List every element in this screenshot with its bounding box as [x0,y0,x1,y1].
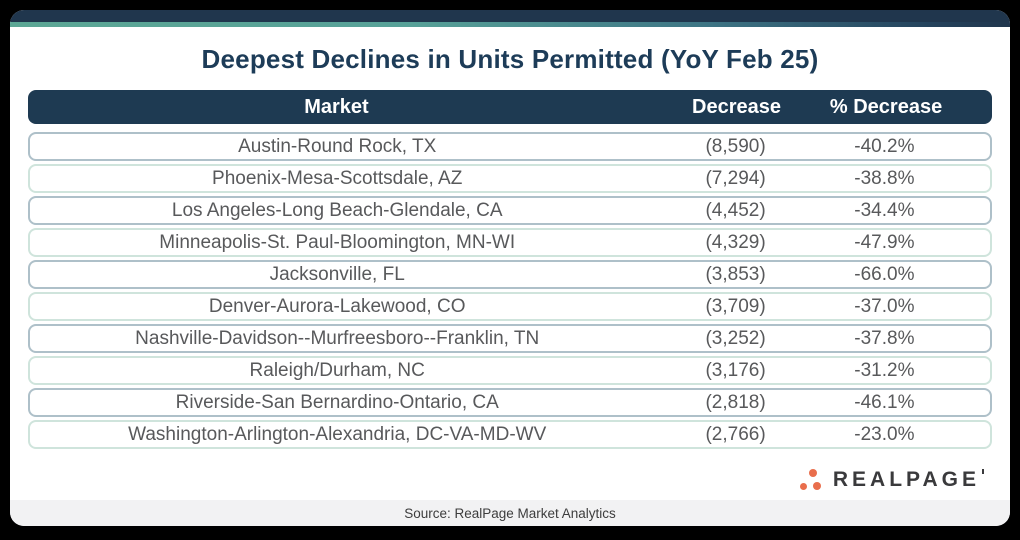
table-row: Denver-Aurora-Lakewood, CO (3,709) -37.0… [28,292,992,321]
pct-decrease-cell: -37.8% [854,327,915,349]
market-cell: Riverside-San Bernardino-Ontario, CA [175,391,499,413]
pct-decrease-cell: -40.2% [854,135,915,157]
source-footer: Source: RealPage Market Analytics [10,500,1010,526]
decrease-cell: (7,294) [705,167,766,189]
column-header-market: Market [304,95,369,118]
trademark-tick [982,469,984,474]
table-row: Riverside-San Bernardino-Ontario, CA (2,… [28,388,992,417]
market-cell: Austin-Round Rock, TX [238,135,437,157]
market-cell: Los Angeles-Long Beach-Glendale, CA [171,199,503,221]
decrease-cell: (3,853) [705,263,766,285]
logo-dot-right [812,482,821,490]
data-table: Market Decrease % Decrease Austin-Round … [28,90,992,449]
market-cell: Jacksonville, FL [269,263,405,285]
decrease-cell: (2,818) [705,391,766,413]
table-row: Austin-Round Rock, TX (8,590) -40.2% [28,132,992,161]
pct-decrease-cell: -34.4% [854,199,915,221]
pct-decrease-cell: -38.8% [854,167,915,189]
teal-gradient-strip [10,22,1010,27]
decrease-cell: (4,329) [705,231,766,253]
decrease-cell: (3,709) [705,295,766,317]
realpage-wordmark: REALPAGE [833,468,984,492]
decrease-cell: (8,590) [705,135,766,157]
table-card: Deepest Declines in Units Permitted (YoY… [10,10,1010,526]
decrease-cell: (3,252) [705,327,766,349]
pct-decrease-cell: -46.1% [854,391,915,413]
table-row: Jacksonville, FL (3,853) -66.0% [28,260,992,289]
top-navy-bar [10,10,1010,22]
pct-decrease-cell: -23.0% [854,423,915,445]
decrease-cell: (3,176) [705,359,766,381]
page-title: Deepest Declines in Units Permitted (YoY… [201,44,819,74]
table-row: Los Angeles-Long Beach-Glendale, CA (4,4… [28,196,992,225]
realpage-dots-icon [799,468,824,492]
table-row: Nashville-Davidson--Murfreesboro--Frankl… [28,324,992,353]
pct-decrease-cell: -66.0% [854,263,915,285]
column-header-pct-decrease: % Decrease [829,95,943,118]
table-row: Phoenix-Mesa-Scottsdale, AZ (7,294) -38.… [28,164,992,193]
table-body: Austin-Round Rock, TX (8,590) -40.2% Pho… [28,132,992,449]
decrease-cell: (2,766) [705,423,766,445]
market-cell: Raleigh/Durham, NC [249,359,425,381]
table-header-row: Market Decrease % Decrease [28,90,992,124]
pct-decrease-cell: -37.0% [854,295,915,317]
table-row: Raleigh/Durham, NC (3,176) -31.2% [28,356,992,385]
table-row: Minneapolis-St. Paul-Bloomington, MN-WI … [28,228,992,257]
source-text: Source: RealPage Market Analytics [404,505,616,521]
market-cell: Denver-Aurora-Lakewood, CO [208,295,466,317]
realpage-logo: REALPAGE [799,468,984,492]
market-cell: Washington-Arlington-Alexandria, DC-VA-M… [128,423,547,445]
logo-dot-top [808,469,817,477]
market-cell: Phoenix-Mesa-Scottsdale, AZ [212,167,463,189]
pct-decrease-cell: -47.9% [854,231,915,253]
pct-decrease-cell: -31.2% [854,359,915,381]
column-header-decrease: Decrease [692,95,782,118]
market-cell: Minneapolis-St. Paul-Bloomington, MN-WI [159,231,516,253]
logo-dot-left [799,483,807,490]
decrease-cell: (4,452) [705,199,766,221]
market-cell: Nashville-Davidson--Murfreesboro--Frankl… [135,327,540,349]
table-row: Washington-Arlington-Alexandria, DC-VA-M… [28,420,992,449]
